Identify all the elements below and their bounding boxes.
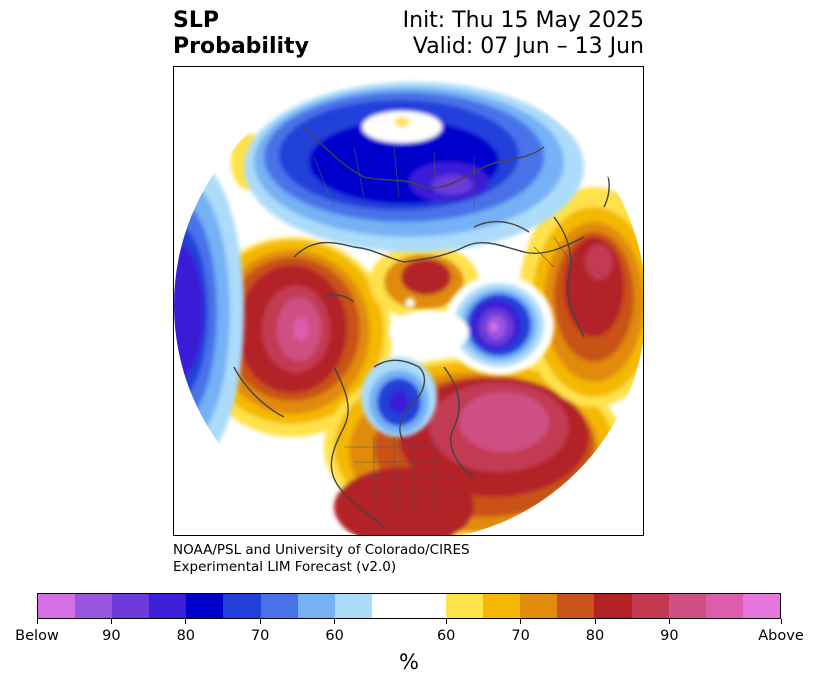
colorbar-tick-mark: [36, 619, 38, 624]
colorbar-tick-label: Above: [758, 628, 804, 644]
colorbar-tick-mark: [594, 619, 596, 624]
polar-map: [173, 66, 644, 536]
colorbar-below-8: [334, 594, 372, 618]
colorbar-above-7: [705, 594, 743, 618]
colorbar-below-1: [75, 594, 113, 618]
colorbar-below-0: [38, 594, 76, 618]
colorbar-above-0: [446, 594, 484, 618]
colorbar-above-6: [668, 594, 706, 618]
below-normal-regions: [174, 82, 584, 462]
map-disk: [174, 69, 643, 535]
colorbar-below-2: [112, 594, 150, 618]
colorbar-above-4: [594, 594, 632, 618]
valid-range: Valid: 07 Jun – 13 Jun: [412, 34, 644, 59]
colorbar-above-2: [520, 594, 558, 618]
credit-text: NOAA/PSL and University of Colorado/CIRE…: [173, 542, 470, 576]
credit-line-1: NOAA/PSL and University of Colorado/CIRE…: [173, 542, 470, 558]
credit-line-2: Experimental LIM Forecast (v2.0): [173, 559, 397, 575]
title-variable: SLP: [173, 8, 219, 33]
colorbar-above-3: [557, 594, 595, 618]
title-type: Probability: [173, 34, 309, 59]
colorbar-above-8: [742, 594, 780, 618]
colorbar: [37, 593, 781, 619]
title-left: SLP Probability: [173, 8, 309, 60]
colorbar-below-7: [297, 594, 335, 618]
colorbar-tick-label: 90: [660, 628, 679, 644]
colorbar-tick-label: Below: [15, 628, 59, 644]
colorbar-tick-label: 70: [511, 628, 530, 644]
colorbar-tick-mark: [520, 619, 522, 624]
political-borders: [313, 146, 615, 517]
probability-map-svg: [174, 69, 643, 535]
coastlines: [233, 126, 610, 528]
colorbar-tick-mark: [185, 619, 187, 624]
colorbar-above-1: [483, 594, 521, 618]
colorbar-unit: %: [399, 650, 419, 674]
colorbar-below-4: [186, 594, 224, 618]
colorbar-above-5: [631, 594, 669, 618]
init-date: Init: Thu 15 May 2025: [402, 8, 644, 33]
colorbar-tick-label: 80: [176, 628, 196, 644]
colorbar-below-5: [223, 594, 261, 618]
colorbar-tick-label: 60: [436, 628, 456, 644]
colorbar-tick-label: 70: [250, 628, 270, 644]
colorbar-tick-mark: [780, 619, 782, 624]
colorbar-tick-mark: [259, 619, 261, 624]
colorbar-neutral: [371, 594, 447, 618]
colorbar-tick-mark: [445, 619, 447, 624]
colorbar-tick-mark: [668, 619, 670, 624]
colorbar-below-6: [260, 594, 298, 618]
colorbar-tick-label: 80: [585, 628, 605, 644]
colorbar-tick-label: 90: [102, 628, 121, 644]
colorbar-tick-label: 60: [325, 628, 344, 644]
colorbar-below-3: [149, 594, 187, 618]
title-right: Init: Thu 15 May 2025 Valid: 07 Jun – 13…: [403, 8, 644, 60]
colorbar-tick-mark: [334, 619, 336, 624]
colorbar-tick-mark: [110, 619, 112, 624]
